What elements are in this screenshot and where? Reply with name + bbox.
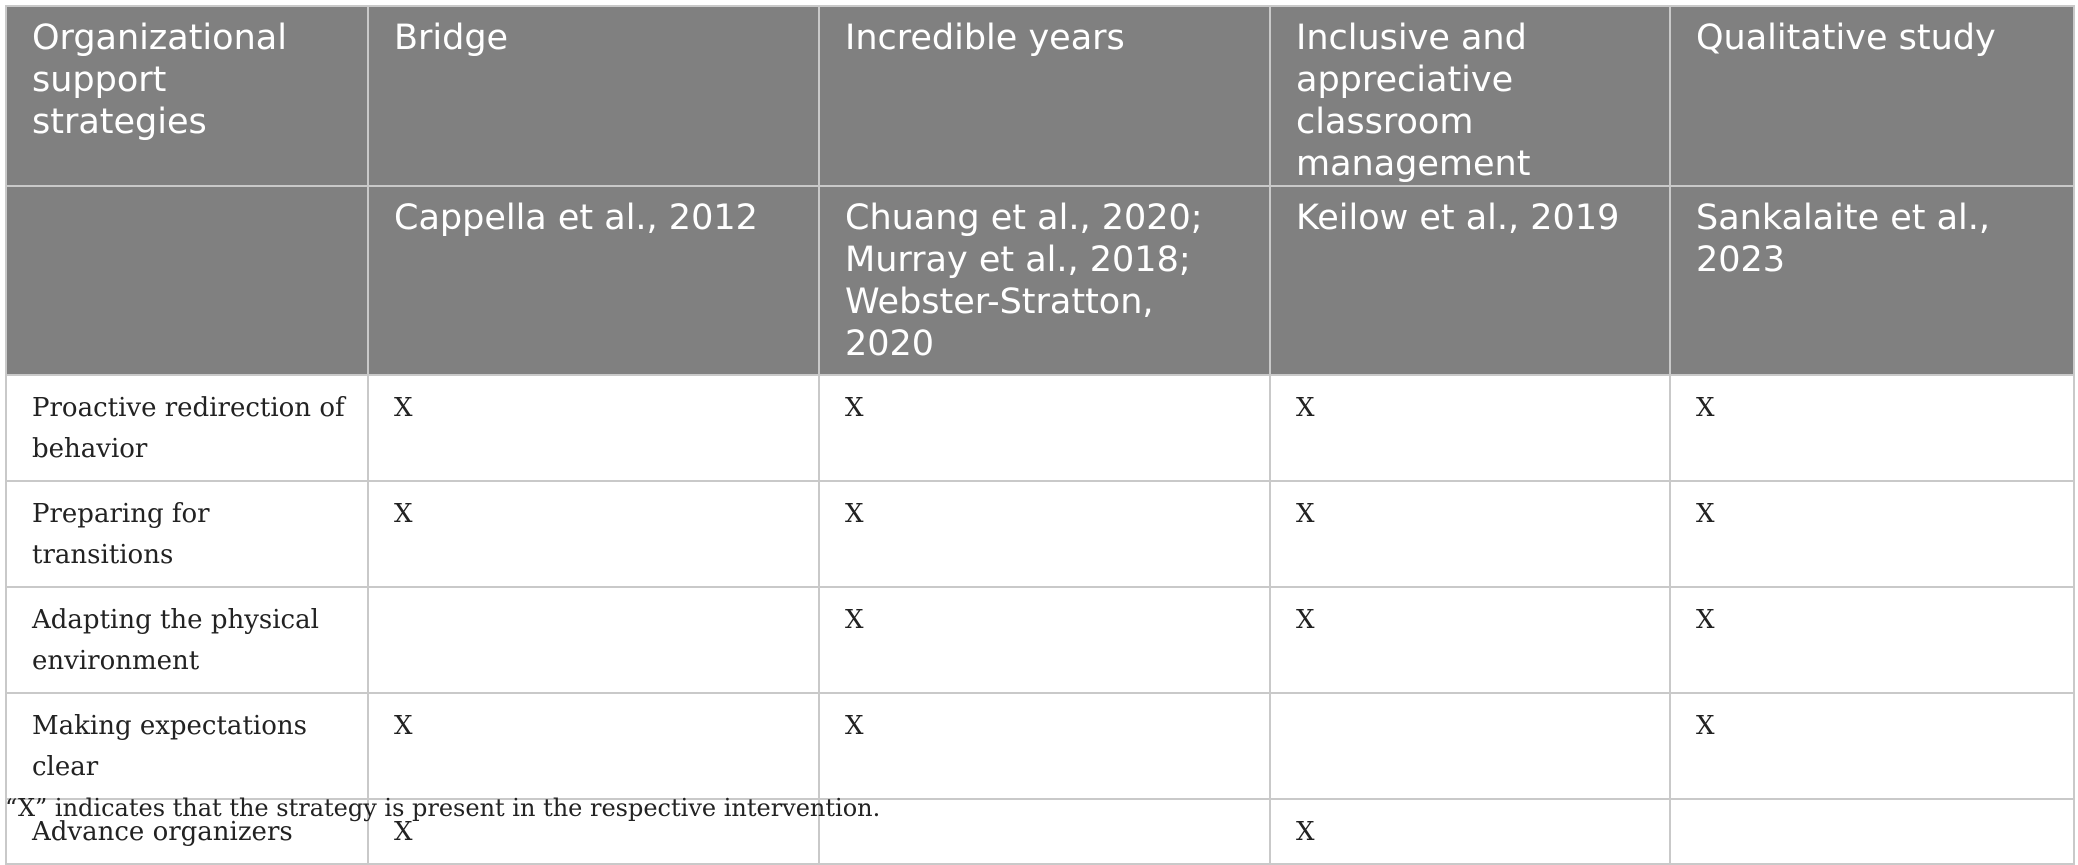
header-row-programs: Organizational support strategies Bridge… <box>5 5 2075 187</box>
table-row: Proactive redirection of behavior X X X … <box>5 374 2075 482</box>
presence-cell <box>367 586 820 694</box>
reference-qualitative-study: Sankalaite et al., 2023 <box>1669 185 2075 376</box>
reference-incredible-years: Chuang et al., 2020; Murray et al., 2018… <box>818 185 1271 376</box>
presence-cell: X <box>1669 374 2075 482</box>
header-strategies: Organizational support strategies <box>5 5 369 187</box>
presence-cell: X <box>1269 798 1671 865</box>
strategy-cell: Proactive redirection of behavior <box>5 374 369 482</box>
reference-inclusive-classroom: Keilow et al., 2019 <box>1269 185 1671 376</box>
presence-cell: X <box>818 374 1271 482</box>
table-row: Preparing for transitions X X X X <box>5 480 2075 588</box>
header-incredible-years: Incredible years <box>818 5 1271 187</box>
table-row: Adapting the physical environment X X X <box>5 586 2075 694</box>
header-row-references: Cappella et al., 2012 Chuang et al., 202… <box>5 185 2075 376</box>
presence-cell: X <box>818 692 1271 800</box>
presence-cell: X <box>1669 586 2075 694</box>
header-bridge: Bridge <box>367 5 820 187</box>
presence-cell: X <box>1269 586 1671 694</box>
presence-cell <box>818 798 1271 865</box>
strategy-cell: Making expectations clear <box>5 692 369 800</box>
header-inclusive-classroom: Inclusive and appreciative classroom man… <box>1269 5 1671 187</box>
header-qualitative-study: Qualitative study <box>1669 5 2075 187</box>
presence-cell: X <box>1269 480 1671 588</box>
presence-cell <box>1269 692 1671 800</box>
header-reference-empty <box>5 185 369 376</box>
strategy-cell: Adapting the physical environment <box>5 586 369 694</box>
presence-cell: X <box>1269 374 1671 482</box>
presence-cell: X <box>367 692 820 800</box>
strategy-cell: Preparing for transitions <box>5 480 369 588</box>
reference-bridge: Cappella et al., 2012 <box>367 185 820 376</box>
presence-cell: X <box>367 374 820 482</box>
presence-cell <box>1669 798 2075 865</box>
presence-cell: X <box>1669 480 2075 588</box>
table-row: Making expectations clear X X X <box>5 692 2075 800</box>
strategies-table: Organizational support strategies Bridge… <box>5 5 2075 865</box>
table-footnote: “X” indicates that the strategy is prese… <box>5 794 881 822</box>
presence-cell: X <box>818 480 1271 588</box>
table-container: Organizational support strategies Bridge… <box>5 5 2075 865</box>
presence-cell: X <box>367 480 820 588</box>
presence-cell: X <box>1669 692 2075 800</box>
presence-cell: X <box>818 586 1271 694</box>
